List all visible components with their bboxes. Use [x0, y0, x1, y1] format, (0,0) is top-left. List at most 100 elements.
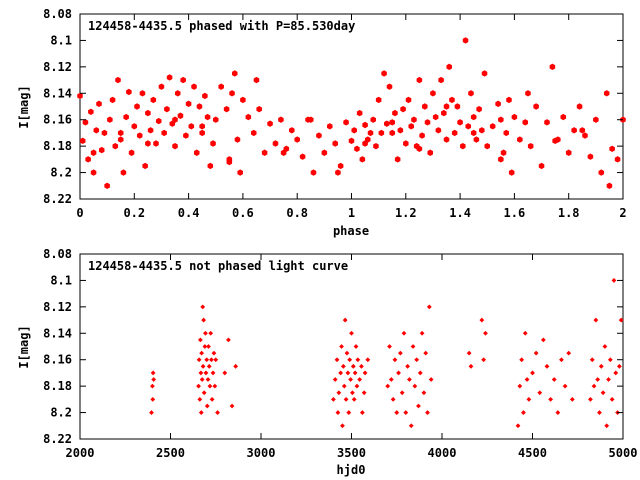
data-point: [495, 100, 501, 108]
data-point: [484, 142, 491, 150]
data-point: [212, 116, 219, 123]
data-point: [517, 383, 523, 389]
data-point: [476, 105, 482, 113]
data-point: [209, 357, 214, 363]
data-point: [151, 377, 157, 382]
y-tick-label: 8.08: [43, 7, 72, 21]
data-point: [177, 112, 184, 119]
data-point: [267, 120, 273, 127]
data-point: [207, 162, 214, 170]
data-point: [457, 119, 463, 126]
data-point: [199, 377, 205, 382]
data-point: [90, 149, 97, 156]
data-point: [128, 149, 135, 156]
x-tick-label: 2: [619, 206, 626, 220]
data-point: [424, 119, 431, 126]
data-point: [408, 123, 414, 130]
data-point: [199, 123, 205, 130]
data-point: [206, 363, 212, 369]
data-point: [571, 127, 577, 134]
data-point: [443, 136, 450, 143]
x-tick-label: 1.2: [395, 206, 417, 220]
data-point: [211, 350, 217, 356]
data-point: [280, 149, 287, 156]
data-point: [515, 423, 521, 429]
data-point: [362, 121, 368, 129]
data-point: [397, 350, 403, 356]
data-point: [340, 423, 345, 429]
data-point: [432, 113, 439, 121]
data-point: [350, 363, 356, 369]
data-point: [98, 146, 105, 154]
data-point: [134, 103, 140, 110]
data-point: [200, 363, 206, 369]
data-point: [428, 377, 434, 382]
data-point: [604, 423, 610, 429]
data-point: [351, 127, 357, 134]
data-point: [403, 410, 409, 415]
data-point: [441, 109, 447, 117]
data-point: [343, 119, 349, 126]
data-point: [202, 344, 208, 349]
data-point: [465, 123, 472, 130]
data-point: [145, 109, 151, 117]
data-point: [335, 169, 341, 176]
data-point: [150, 396, 156, 402]
data-point: [112, 142, 119, 150]
data-point: [540, 337, 546, 343]
data-point: [150, 383, 155, 389]
data-point: [551, 377, 557, 382]
data-point: [537, 390, 543, 396]
data-point: [164, 105, 170, 113]
data-point: [611, 278, 617, 283]
x-tick-label: 0.2: [123, 206, 145, 220]
data-point: [226, 158, 233, 166]
data-point: [82, 119, 89, 126]
data-point: [589, 357, 595, 363]
data-point: [209, 396, 215, 402]
data-point: [603, 90, 610, 97]
data-point: [349, 330, 354, 336]
data-point: [378, 129, 385, 137]
data-point: [223, 105, 230, 113]
data-point: [521, 410, 526, 415]
data-point: [560, 113, 567, 121]
data-point: [229, 403, 235, 409]
data-point: [544, 119, 550, 126]
data-point: [362, 370, 368, 376]
data-point: [390, 396, 396, 402]
data-point: [530, 370, 535, 376]
data-point: [362, 140, 368, 147]
x-tick-label: 0.4: [178, 206, 200, 220]
data-point: [470, 129, 477, 137]
data-point: [204, 357, 210, 363]
data-point: [213, 357, 219, 363]
data-point: [373, 142, 379, 150]
y-tick-label: 8.2: [50, 406, 72, 420]
phased-light-curve-panel: 0 0.2 0.4 0.6 0.8 1 1.2 1.4 1.6 1.8 2 8.088.18.128…: [17, 7, 627, 238]
unphased-light-curve-panel: 2000 2500 3000 3500 4000 4500 5000 8.08 8.1 8.12…: [17, 247, 637, 477]
data-point: [416, 145, 423, 152]
y-tick-label: 8.14: [43, 86, 72, 100]
data-point: [310, 169, 317, 176]
data-point: [197, 396, 203, 402]
data-point: [198, 410, 204, 415]
data-point: [423, 350, 429, 356]
data-point: [517, 136, 523, 143]
data-point: [595, 377, 601, 382]
data-point: [321, 149, 328, 156]
data-point: [498, 156, 504, 163]
x-tick-label: 1.4: [449, 206, 471, 220]
data-point: [419, 132, 425, 139]
data-point: [609, 396, 615, 402]
data-point: [341, 383, 347, 389]
data-point: [394, 410, 400, 415]
data-point: [351, 396, 357, 402]
data-point: [422, 103, 428, 110]
data-point: [446, 63, 453, 71]
data-point: [416, 403, 421, 409]
data-point: [348, 377, 353, 382]
y-tick-label: 8.18: [43, 139, 72, 153]
data-point: [332, 140, 338, 147]
